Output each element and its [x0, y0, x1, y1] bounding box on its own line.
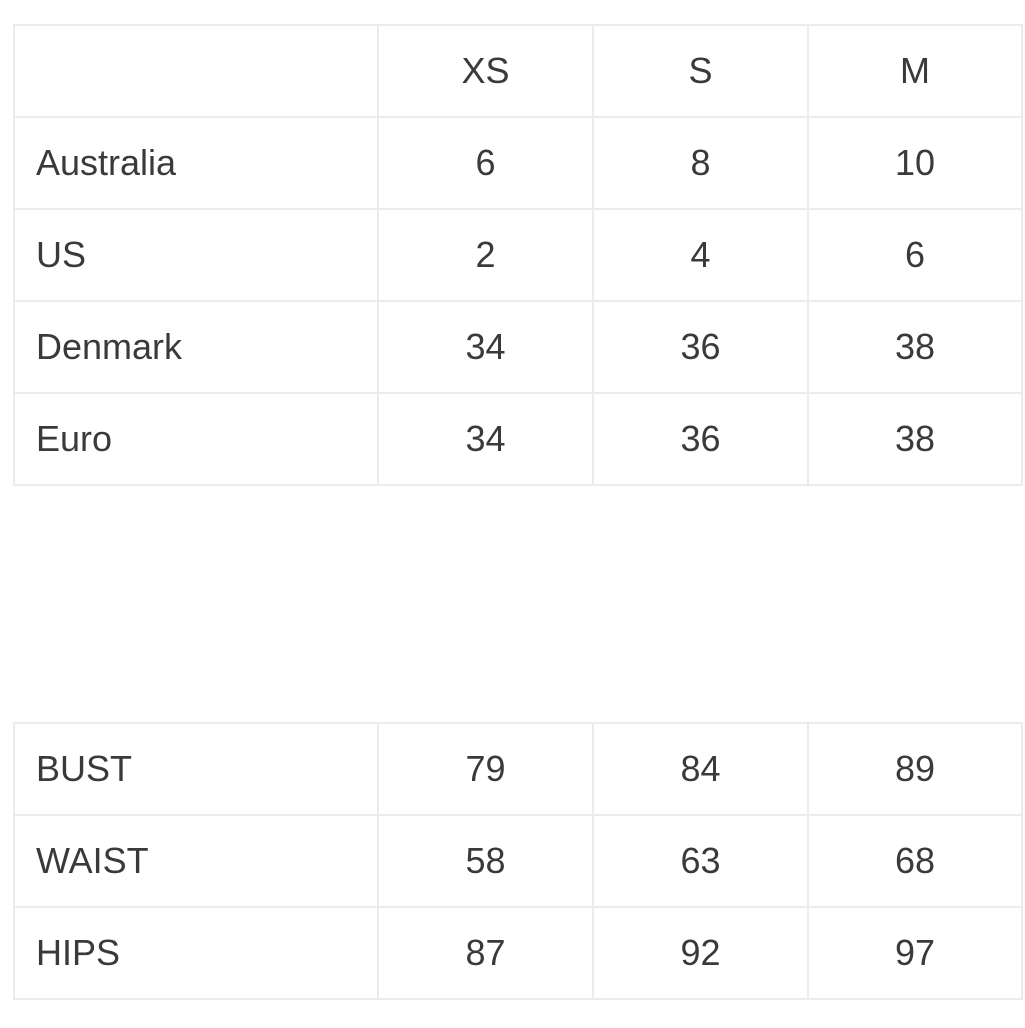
australia-xs-value: 6 [377, 116, 594, 210]
size-header-row: XS S M [13, 24, 1023, 118]
bust-m-value: 89 [807, 722, 1023, 816]
row-label-denmark: Denmark [13, 300, 379, 394]
us-s-value: 4 [592, 208, 809, 302]
row-hips: HIPS 87 92 97 [13, 906, 1023, 1000]
australia-m-value: 10 [807, 116, 1023, 210]
header-xs: XS [377, 24, 594, 118]
waist-s-value: 63 [592, 814, 809, 908]
hips-s-value: 92 [592, 906, 809, 1000]
row-australia: Australia 6 8 10 [13, 116, 1023, 210]
header-s: S [592, 24, 809, 118]
us-xs-value: 2 [377, 208, 594, 302]
euro-m-value: 38 [807, 392, 1023, 486]
row-label-hips: HIPS [13, 906, 379, 1000]
waist-m-value: 68 [807, 814, 1023, 908]
row-label-us: US [13, 208, 379, 302]
australia-s-value: 8 [592, 116, 809, 210]
row-euro: Euro 34 36 38 [13, 392, 1023, 486]
row-label-bust: BUST [13, 722, 379, 816]
denmark-m-value: 38 [807, 300, 1023, 394]
us-m-value: 6 [807, 208, 1023, 302]
header-m: M [807, 24, 1023, 118]
bust-s-value: 84 [592, 722, 809, 816]
waist-xs-value: 58 [377, 814, 594, 908]
size-conversion-table: XS S M Australia 6 8 10 US 2 4 6 Denmark… [13, 24, 1023, 486]
denmark-xs-value: 34 [377, 300, 594, 394]
row-label-waist: WAIST [13, 814, 379, 908]
row-us: US 2 4 6 [13, 208, 1023, 302]
denmark-s-value: 36 [592, 300, 809, 394]
body-measurements-table: BUST 79 84 89 WAIST 58 63 68 HIPS 87 92 … [13, 722, 1023, 1000]
row-denmark: Denmark 34 36 38 [13, 300, 1023, 394]
row-label-australia: Australia [13, 116, 379, 210]
row-waist: WAIST 58 63 68 [13, 814, 1023, 908]
row-bust: BUST 79 84 89 [13, 722, 1023, 816]
row-label-euro: Euro [13, 392, 379, 486]
bust-xs-value: 79 [377, 722, 594, 816]
hips-m-value: 97 [807, 906, 1023, 1000]
hips-xs-value: 87 [377, 906, 594, 1000]
euro-xs-value: 34 [377, 392, 594, 486]
euro-s-value: 36 [592, 392, 809, 486]
header-blank-cell [13, 24, 379, 118]
